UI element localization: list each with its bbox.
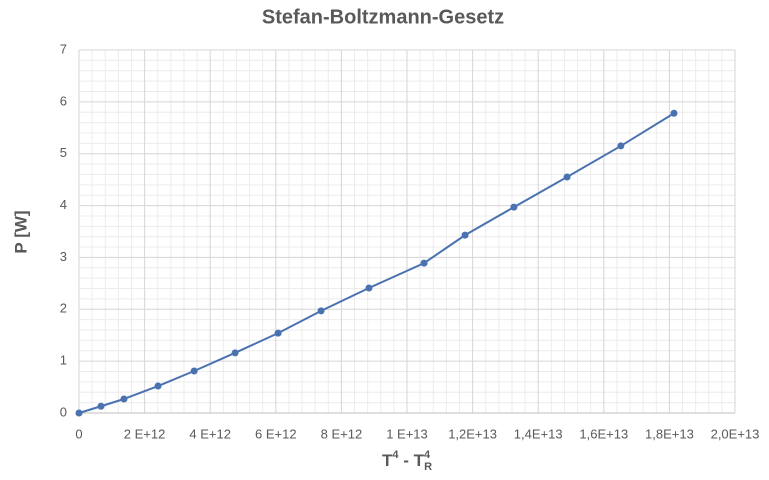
x-axis-title: T4 - T4 R — [382, 449, 432, 473]
x-tick-label: 0 — [75, 426, 82, 441]
y-tick-label: 2 — [60, 301, 67, 316]
data-point — [563, 173, 571, 181]
x-tick-label: 1,4E+13 — [514, 426, 563, 441]
x-tick-label: 6 E+12 — [255, 426, 297, 441]
x-tick-label: 4 E+12 — [189, 426, 231, 441]
x-tick-label: 1 E+13 — [386, 426, 428, 441]
series-line — [78, 112, 675, 414]
y-tick-label: 7 — [60, 41, 67, 56]
data-point — [231, 349, 239, 357]
data-point — [317, 307, 325, 315]
x-tick-label: 2,0E+13 — [711, 426, 760, 441]
data-point — [461, 231, 469, 239]
data-point — [190, 367, 198, 375]
x-title-sup: 4 — [392, 449, 399, 461]
data-point — [154, 382, 162, 390]
x-tick-label: 8 E+12 — [321, 426, 363, 441]
data-point — [365, 284, 373, 292]
y-tick-label: 6 — [60, 93, 67, 108]
data-point — [274, 329, 282, 337]
x-tick-label: 1,6E+13 — [579, 426, 628, 441]
x-title-part: T — [382, 451, 393, 470]
y-tick-label: 5 — [60, 145, 67, 160]
x-tick-label: 2 E+12 — [124, 426, 166, 441]
grid — [78, 49, 736, 414]
y-tick-label: 0 — [60, 404, 67, 419]
x-tick-label: 1,2E+13 — [448, 426, 497, 441]
chart-title: Stefan-Boltzmann-Gesetz — [262, 6, 504, 28]
data-point — [97, 402, 105, 410]
y-tick-label: 3 — [60, 249, 67, 264]
y-tick-label: 4 — [60, 197, 67, 212]
y-tick-label: 1 — [60, 353, 67, 368]
x-title-sub: R — [424, 461, 432, 473]
x-title-part: - T — [398, 451, 424, 470]
data-point — [617, 142, 625, 150]
data-point — [75, 409, 83, 417]
data-point — [670, 109, 678, 117]
x-tick-label: 1,8E+13 — [645, 426, 694, 441]
data-point — [510, 203, 518, 211]
x-title-sup: 4 — [424, 449, 431, 461]
y-axis-title: P [W] — [11, 210, 30, 253]
data-point — [420, 259, 428, 267]
data-point — [120, 395, 128, 403]
